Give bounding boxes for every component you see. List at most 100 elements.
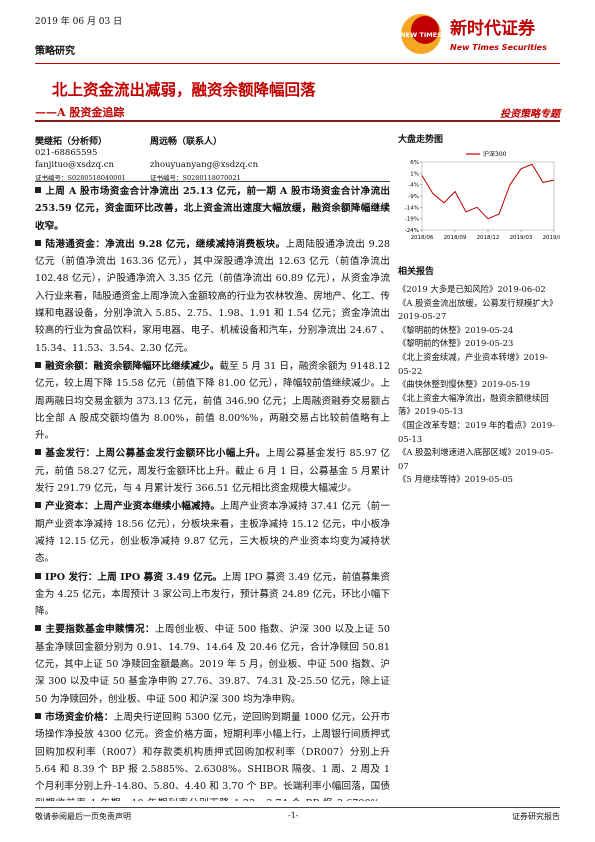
related-report: 《5 月继续等待》2019-05-05 bbox=[398, 473, 560, 487]
report-date: 2019-05-24 bbox=[465, 324, 514, 335]
report-title: 《A 股盈利增速进入底部区域》 bbox=[398, 447, 516, 458]
y-tick-label: 1% bbox=[410, 171, 419, 177]
author-name: 周远畅（联系人） bbox=[150, 137, 223, 147]
bullet-text: 上周 IPO 募资 3.49 亿元，前值募集资金为 4.25 亿元，本周预计 3… bbox=[35, 571, 390, 618]
report-date: 2019-05-05 bbox=[464, 474, 513, 485]
related-report: 《A 股盈利增速进入底部区域》2019-05-07 bbox=[398, 446, 560, 473]
bullet-marker bbox=[35, 502, 41, 509]
y-tick-label: -4% bbox=[408, 183, 419, 189]
legend-label: 沪深300 bbox=[483, 150, 507, 158]
bullet-item: 上周 A 股市场资金合计净流出 25.13 亿元，前一期 A 股市场资金合计净流… bbox=[35, 183, 390, 235]
bullet-text: 上周央行逆回购 5300 亿元，逆回购到期量 1000 亿元，公开市场操作净投放… bbox=[35, 711, 390, 801]
report-title: 《北上资金大幅净流出，融资余额继续回落》 bbox=[398, 392, 549, 417]
category: 策略研究 bbox=[35, 46, 75, 57]
report-date: 2019 年 06 月 03 日 bbox=[35, 17, 123, 27]
line-series bbox=[421, 163, 555, 220]
related-report: 《黎明前的休整》2019-05-24 bbox=[398, 324, 560, 338]
report-type: 投资策略专题 bbox=[500, 109, 560, 120]
x-tick-label: 2019/06 bbox=[543, 235, 560, 241]
related-report: 《国企改革专题：2019 年的看点》2019-05-13 bbox=[398, 419, 560, 446]
divider bbox=[35, 120, 560, 122]
y-tick-label: -14% bbox=[405, 205, 419, 211]
report-date: 2019-06-02 bbox=[497, 284, 546, 294]
bullet-lead: 产业资本：上周产业资本继续小幅减持。 bbox=[45, 501, 221, 513]
related-reports: 《2019 大多是已知风险》2019-06-02 《A 股资金流出放缓，公募发行规… bbox=[398, 283, 560, 487]
subtitle: ——A 股资金追踪 bbox=[35, 106, 125, 119]
related-report: 《曲快休整到慢休整》2019-05-19 bbox=[398, 378, 560, 392]
bullet-item: 融资余额：融资余额降幅环比继续减少。截至 5 月 31 日，融资余额为 9148… bbox=[35, 358, 390, 444]
author-contact: fanjituo@xsdzq.cn bbox=[35, 160, 115, 170]
divider bbox=[35, 181, 390, 182]
bullet-lead: 融资余额：融资余额降幅环比继续减少。 bbox=[45, 360, 220, 372]
bullet-marker bbox=[35, 625, 41, 632]
report-title: 《2019 大多是已知风险》 bbox=[398, 284, 498, 294]
logo: NEW TIMES 新时代证券 New Times Securities bbox=[400, 14, 547, 54]
bullet-item: 基金发行：上周公募基金发行金额环比小幅上升。上周公募基金发行 85.97 亿元，… bbox=[35, 445, 390, 497]
x-tick-label: 2018/09 bbox=[444, 235, 467, 241]
y-tick-label: -24% bbox=[405, 228, 419, 234]
bullet-marker bbox=[35, 712, 41, 719]
author-cert: 证书编号：S0280118070021 bbox=[150, 174, 241, 182]
report-title: 北上资金流出减弱，融资余额降幅回落 bbox=[52, 80, 316, 99]
report-title: 《黎明前的休整》 bbox=[398, 338, 465, 349]
plot-frame bbox=[421, 161, 555, 231]
report-date: 2019-05-23 bbox=[465, 338, 514, 349]
bullet-item: 产业资本：上周产业资本继续小幅减持。上周产业资本净减持 37.41 亿元（前一期… bbox=[35, 498, 390, 567]
divider bbox=[35, 63, 560, 64]
report-title: 《曲快休整到慢休整》 bbox=[398, 379, 482, 390]
bullet-lead: 陆港通资金：净流出 9.28 亿元，继续减持消费板块。 bbox=[45, 238, 286, 250]
author-cert: 证书编号：S0280518040001 bbox=[35, 174, 126, 182]
report-title: 《黎明前的休整》 bbox=[398, 324, 465, 335]
bullet-marker bbox=[35, 449, 41, 456]
bullet-lead: 基金发行：上周公募基金发行金额环比小幅上升。 bbox=[45, 448, 266, 460]
report-date: 2019-05-13 bbox=[398, 419, 556, 444]
bullet-text: 上周创业板、中证 500 指数、沪深 300 以及上证 50 基金净赎回金额分别… bbox=[35, 624, 390, 705]
related-heading: 相关报告 bbox=[398, 267, 435, 277]
chart-title: 大盘走势图 bbox=[398, 135, 444, 145]
bullet-marker bbox=[35, 572, 41, 579]
report-date: 2019-05-27 bbox=[398, 311, 447, 322]
bullet-marker bbox=[35, 361, 41, 368]
report-date: 2019-05-07 bbox=[398, 447, 554, 471]
bullet-text: 截至 5 月 31 日，融资余额为 9148.12 亿元，较上周下降 15.58… bbox=[35, 360, 390, 442]
summary-bullets: 上周 A 股市场资金合计净流出 25.13 亿元，前一期 A 股市场资金合计净流… bbox=[35, 183, 390, 801]
logo-circle bbox=[411, 16, 439, 44]
x-tick-label: 2018/06 bbox=[411, 235, 434, 241]
report-title: 《5 月继续等待》 bbox=[398, 474, 465, 485]
related-report: 《北上资金续减，产业资本转增》2019-05-22 bbox=[398, 351, 560, 378]
divider bbox=[35, 807, 560, 808]
chart: 6% 1% -4% -9% -14% -19% -24%2018/06 2018/09 2018… bbox=[405, 150, 560, 241]
bullet-lead: IPO 发行：上周 IPO 募资 3.49 亿元。 bbox=[45, 571, 223, 583]
y-tick-label: -19% bbox=[405, 217, 419, 223]
bullet-lead: 主要指数基金申赎情况： bbox=[45, 624, 155, 636]
bullet-item: IPO 发行：上周 IPO 募资 3.49 亿元。上周 IPO 募资 3.49 … bbox=[35, 569, 390, 621]
logo-mark: NEW TIMES bbox=[400, 31, 442, 39]
report-title: 《北上资金续减，产业资本转增》 bbox=[398, 351, 524, 362]
bullet-marker bbox=[35, 187, 41, 193]
related-report: 《A 股资金流出放缓，公募发行规模扩大》 2019-05-27 bbox=[398, 297, 560, 324]
report-date: 2019-05-13 bbox=[414, 406, 464, 417]
bullet-item: 市场资金价格：上周央行逆回购 5300 亿元，逆回购到期量 1000 亿元，公开… bbox=[35, 709, 390, 801]
bullet-marker bbox=[35, 239, 41, 246]
y-tick-label: 6% bbox=[410, 160, 419, 166]
footer-label: 证券研究报告 bbox=[512, 812, 560, 821]
bullet-text: 上周公募基金发行 85.97 亿元，前值 58.27 亿元，周发行金额环比上升。… bbox=[35, 448, 390, 495]
x-tick-label: 2019/03 bbox=[510, 235, 533, 241]
related-report: 《2019 大多是已知风险》2019-06-02 bbox=[398, 283, 560, 297]
report-title: 《A 股资金流出放缓，公募发行规模扩大》 bbox=[398, 297, 558, 308]
report-date: 2019-05-19 bbox=[481, 379, 531, 390]
disclaimer: 敬请参阅最后一页免责声明 bbox=[35, 812, 131, 821]
author-contact: zhouyuanyang@xsdzq.cn bbox=[150, 160, 259, 170]
report-date: 2019-05-22 bbox=[398, 351, 548, 376]
bullet-item: 陆港通资金：净流出 9.28 亿元，继续减持消费板块。上周陆股通净流出 9.28… bbox=[35, 236, 390, 357]
y-tick-label: -9% bbox=[408, 194, 419, 200]
related-report: 《黎明前的休整》2019-05-23 bbox=[398, 337, 560, 351]
related-report: 《北上资金大幅净流出，融资余额继续回落》2019-05-13 bbox=[398, 392, 560, 419]
company-name: 新时代证券 bbox=[450, 18, 536, 39]
page-number: -1- bbox=[288, 811, 299, 820]
author-name: 樊继拓（分析师） bbox=[35, 137, 108, 147]
bullet-text: 上周产业资本净减持 37.41 亿元（前一期产业资本净减持 18.56 亿元），… bbox=[35, 501, 390, 565]
bullet-text: 上周陆股通净流出 9.28 亿元（前值净流出 163.36 亿元），其中深股通净… bbox=[35, 238, 390, 354]
company-name-en: New Times Securities bbox=[450, 43, 547, 52]
